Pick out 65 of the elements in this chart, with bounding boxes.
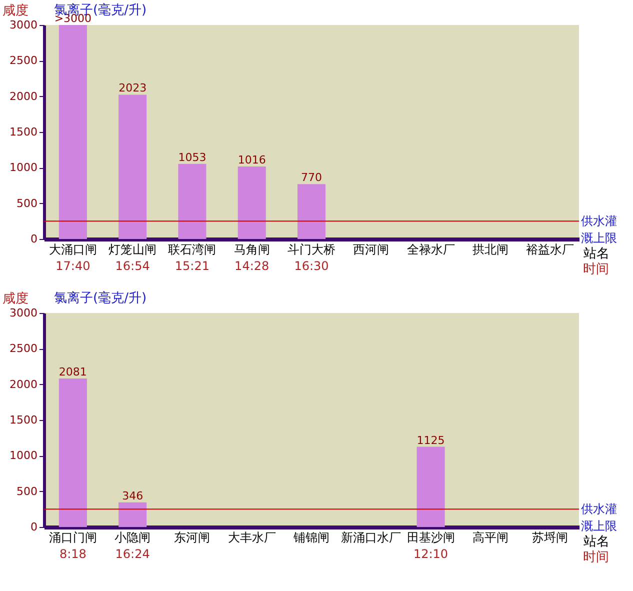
y-tick-label: 2000 <box>10 90 38 103</box>
text: 16:54 <box>115 259 150 273</box>
x-tick-label: 西河闸 <box>353 242 390 256</box>
x-tick-label: 裕益水厂 <box>526 242 574 256</box>
y-axis-title: 咸度 <box>2 290 28 306</box>
x-tick-label: 东河闸 <box>174 530 210 544</box>
x-tick-label: 苏埒闸 <box>532 530 568 544</box>
text: 16:30 <box>294 259 329 273</box>
x-tick-label: 小隐闸 <box>114 530 151 544</box>
data-label: >3000 <box>54 12 92 25</box>
x-axis-title: 站名 <box>584 246 610 262</box>
text: 时间 <box>583 550 609 565</box>
y-tick-label: 3000 <box>10 18 38 32</box>
y-tick-label: 0 <box>30 520 38 534</box>
bar <box>416 446 445 527</box>
y-tick-label: 500 <box>16 484 38 498</box>
x-tick-label: 灯笼山闸 <box>108 242 157 256</box>
y-tick-label: 0 <box>30 232 38 246</box>
x-tick-label: 全禄水厂 <box>406 242 455 256</box>
y-tick-label: 2500 <box>10 54 38 68</box>
y-tick-label: 2000 <box>10 378 38 391</box>
y-tick-label: 1000 <box>10 449 38 462</box>
text: 14:28 <box>234 259 270 273</box>
x-tick-label: 斗门大桥 <box>288 242 336 256</box>
x-tick-label: 高平闸 <box>472 530 508 544</box>
text: 12:10 <box>413 547 448 561</box>
y-tick-label: 3000 <box>10 306 38 320</box>
x-tick-label: 联石湾闸 <box>168 242 216 256</box>
x-tick-label: 大涌口闸 <box>48 242 97 256</box>
bar <box>297 184 326 239</box>
y-tick-label: 1500 <box>10 126 38 138</box>
ref-line-label: 供水灌溉上限 <box>581 502 617 534</box>
data-label: 770 <box>301 171 322 184</box>
text: 17:40 <box>56 259 90 273</box>
bar <box>118 94 147 239</box>
text: 氯离子(毫克/升) <box>54 290 147 306</box>
x-axis-title: 站名 <box>584 534 610 550</box>
y-tick-label: 2500 <box>10 342 38 356</box>
x-tick-label: 新涌口水厂 <box>341 530 402 544</box>
x-tick-label: 马角闸 <box>234 242 270 256</box>
y-axis-title: 咸度 <box>2 2 28 18</box>
text: 16:24 <box>115 547 150 561</box>
bar <box>118 502 147 527</box>
bar <box>58 378 87 527</box>
text: 8:18 <box>59 547 86 561</box>
bar <box>58 25 87 239</box>
x-tick-label: 大丰水厂 <box>228 530 276 544</box>
x-tick-label: 铺锦闸 <box>292 530 330 544</box>
x-tick-label: 涌口门闸 <box>48 530 97 544</box>
data-label: 1125 <box>416 434 445 447</box>
data-label: 2023 <box>118 82 147 95</box>
ref-line-label: 供水灌溉上限 <box>581 214 617 246</box>
x-tick-label: 田基沙闸 <box>406 530 455 544</box>
data-label: 1016 <box>238 154 266 167</box>
data-label: 2081 <box>58 366 87 379</box>
y-tick-label: 1500 <box>10 414 38 426</box>
y-tick-label: 1000 <box>10 161 38 174</box>
text: 15:21 <box>174 259 210 273</box>
y-tick-label: 500 <box>16 196 38 210</box>
text: 时间 <box>583 262 609 277</box>
bar <box>238 166 266 239</box>
x-tick-label: 拱北闸 <box>472 242 508 256</box>
data-label: 346 <box>122 489 144 502</box>
bar <box>178 164 206 239</box>
data-label: 1053 <box>178 150 206 164</box>
